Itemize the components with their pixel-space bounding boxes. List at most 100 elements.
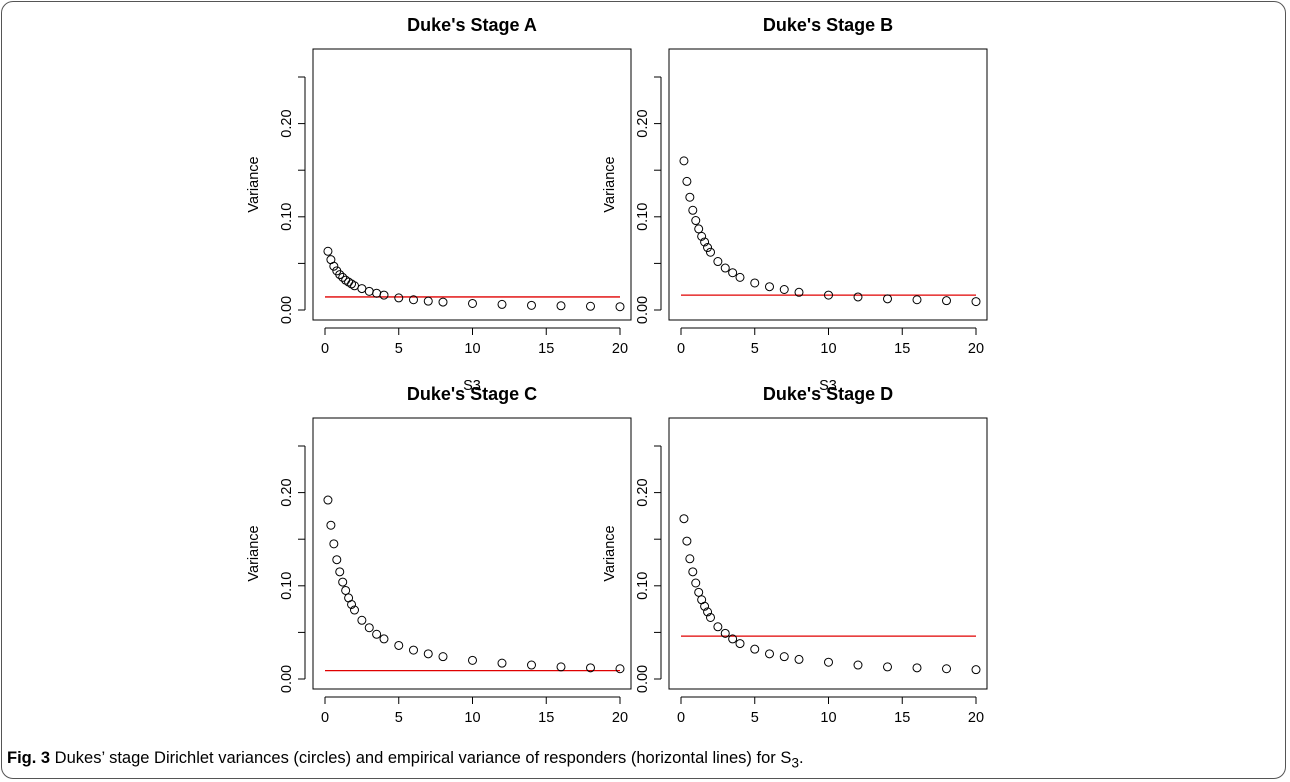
y-tick-label: 0.10 — [635, 203, 651, 231]
data-point — [720, 628, 730, 638]
data-point — [335, 270, 345, 280]
x-tick-label: 5 — [395, 710, 403, 726]
data-point — [728, 268, 738, 278]
data-point — [329, 539, 339, 549]
y-axis-label: Variance — [246, 525, 262, 581]
data-point — [323, 246, 333, 256]
x-tick-label: 10 — [464, 341, 480, 357]
data-point — [720, 263, 730, 273]
data-point — [706, 247, 715, 257]
data-point — [586, 663, 595, 673]
data-point — [350, 605, 359, 615]
y-tick-label: 0.10 — [279, 203, 295, 231]
x-tick-label: 15 — [894, 710, 910, 726]
x-tick-label: 20 — [968, 710, 984, 726]
data-point — [372, 288, 382, 298]
data-point — [423, 649, 433, 659]
data-point — [423, 296, 433, 306]
data-point — [779, 284, 789, 294]
data-point — [700, 237, 710, 247]
data-point — [688, 567, 698, 577]
data-point — [556, 301, 566, 311]
y-tick-label: 0.00 — [279, 665, 295, 693]
data-point — [372, 629, 382, 639]
x-tick-label: 0 — [321, 710, 329, 726]
data-point — [586, 301, 595, 311]
x-tick-label: 5 — [751, 341, 759, 357]
chart-grid: Duke's Stage A 0 5 10 15 20 S3 0.00 0.10 0.20 Vari… — [246, 15, 988, 726]
data-point — [853, 292, 863, 302]
data-point — [694, 224, 704, 234]
data-point — [527, 660, 536, 670]
x-tick-label: 20 — [612, 710, 628, 726]
x-tick-label: 0 — [677, 710, 685, 726]
data-point — [713, 257, 723, 267]
x-tick-label: 5 — [395, 341, 403, 357]
data-point — [912, 663, 922, 673]
x-tick-label: 15 — [538, 341, 554, 357]
data-point — [527, 300, 536, 310]
data-point — [691, 578, 701, 588]
data-point — [713, 622, 723, 632]
data-point — [697, 231, 707, 241]
caption-end: . — [799, 749, 804, 767]
plot-frame — [312, 417, 632, 690]
data-point — [679, 156, 689, 166]
y-tick-label: 0.20 — [635, 478, 651, 506]
data-point — [971, 297, 981, 307]
data-point — [338, 272, 348, 282]
plot-frame — [668, 417, 988, 690]
data-point — [824, 657, 833, 667]
data-point — [685, 554, 695, 564]
data-point — [326, 520, 336, 530]
y-axis-label: Variance — [602, 156, 618, 212]
y-tick-label: 0.00 — [635, 665, 651, 693]
data-point — [728, 634, 738, 644]
x-tick-label: 10 — [464, 710, 480, 726]
data-point — [703, 243, 713, 253]
caption-text: Dukes’ stage Dirichlet variances (circle… — [50, 749, 792, 767]
data-point — [468, 298, 477, 308]
y-tick-label: 0.10 — [635, 572, 651, 600]
data-point — [357, 284, 367, 294]
plot-frame — [312, 48, 632, 321]
x-tick-label: 10 — [820, 710, 836, 726]
chart-panel-3: Duke's Stage C05101520S30.000.100.20Vari… — [246, 384, 632, 726]
chart-panel-4: Duke's Stage D05101520S30.000.100.20Vari… — [602, 384, 988, 726]
data-point — [942, 296, 951, 306]
data-point — [691, 216, 701, 226]
data-point — [394, 640, 404, 650]
x-axis-label: S3 — [463, 378, 481, 394]
data-point — [438, 297, 448, 307]
x-tick-label: 15 — [894, 341, 910, 357]
data-point — [364, 286, 374, 296]
chart-title: Duke's Stage D — [763, 384, 893, 404]
data-point — [779, 652, 789, 662]
data-point — [703, 607, 713, 617]
data-point — [794, 287, 804, 297]
y-axis-label: Variance — [602, 525, 618, 581]
data-point — [694, 587, 704, 597]
data-point — [765, 649, 774, 659]
data-point — [323, 495, 333, 505]
data-point — [706, 612, 715, 622]
chart-title: Duke's Stage B — [763, 15, 893, 35]
data-point — [615, 664, 625, 674]
data-point — [497, 658, 507, 668]
chart-title: Duke's Stage C — [407, 384, 537, 404]
data-point — [341, 585, 351, 595]
y-tick-label: 0.10 — [279, 572, 295, 600]
data-point — [750, 644, 760, 654]
figure-label: Fig. 3 — [7, 749, 51, 767]
x-tick-label: 0 — [677, 341, 685, 357]
data-point — [688, 205, 698, 215]
x-tick-label: 20 — [612, 341, 628, 357]
data-point — [332, 555, 342, 565]
data-point — [347, 279, 357, 289]
data-point — [765, 282, 774, 292]
data-point — [468, 655, 477, 665]
y-tick-label: 0.00 — [279, 296, 295, 324]
data-point — [971, 665, 981, 675]
data-point — [364, 623, 374, 633]
